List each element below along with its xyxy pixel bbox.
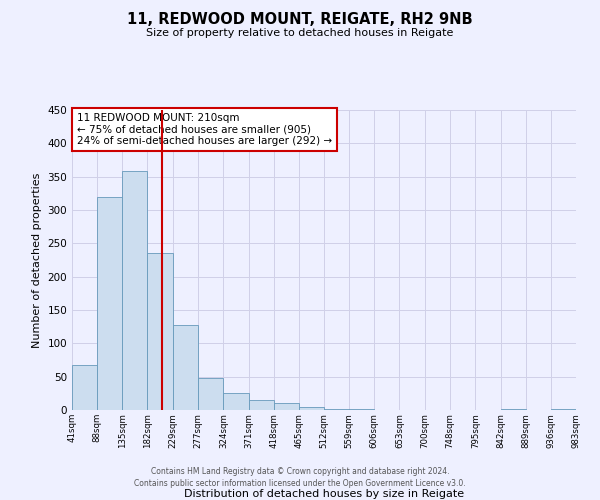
Bar	[198, 378, 223, 410]
Bar	[97, 196, 122, 410]
Text: 11, REDWOOD MOUNT, REIGATE, RH2 9NB: 11, REDWOOD MOUNT, REIGATE, RH2 9NB	[127, 12, 473, 28]
Bar	[299, 408, 324, 410]
Bar	[72, 366, 97, 410]
Text: Contains HM Land Registry data © Crown copyright and database right 2024.: Contains HM Land Registry data © Crown c…	[151, 467, 449, 476]
Bar	[148, 254, 173, 410]
Bar	[122, 172, 148, 410]
Bar	[274, 404, 299, 410]
Bar	[173, 326, 198, 410]
Bar	[248, 400, 274, 410]
Text: Size of property relative to detached houses in Reigate: Size of property relative to detached ho…	[146, 28, 454, 38]
Text: 11 REDWOOD MOUNT: 210sqm
← 75% of detached houses are smaller (905)
24% of semi-: 11 REDWOOD MOUNT: 210sqm ← 75% of detach…	[77, 113, 332, 146]
Text: Contains public sector information licensed under the Open Government Licence v3: Contains public sector information licen…	[134, 478, 466, 488]
Y-axis label: Number of detached properties: Number of detached properties	[32, 172, 42, 348]
Bar	[223, 394, 248, 410]
X-axis label: Distribution of detached houses by size in Reigate: Distribution of detached houses by size …	[184, 490, 464, 500]
